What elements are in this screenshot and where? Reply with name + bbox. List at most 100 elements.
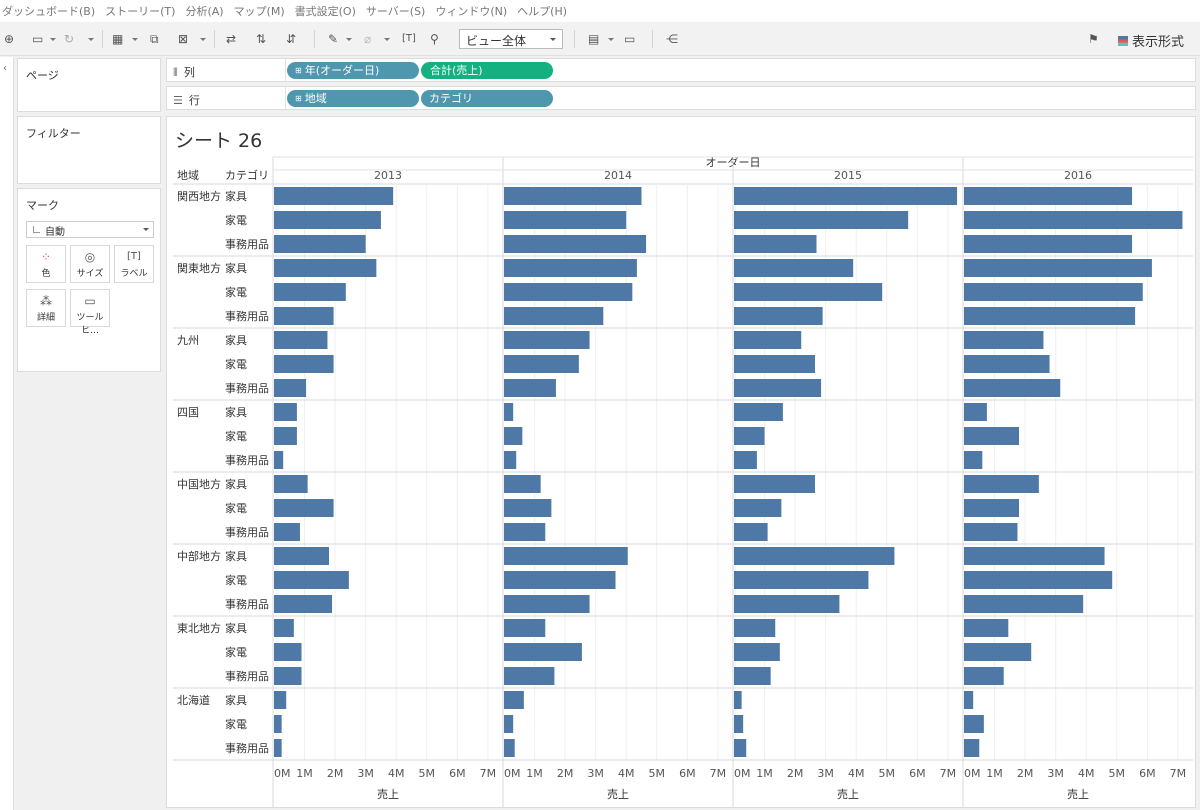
bar-中部地方-事務用品-2014 [504, 595, 590, 613]
new-worksheet-icon[interactable]: ▦ [112, 32, 124, 46]
menu-item[interactable]: ダッシュボード(B) [2, 5, 96, 18]
chevron-down-icon[interactable] [132, 38, 138, 41]
show-me-label: 表示形式 [1131, 35, 1184, 50]
pill-year-order-date[interactable]: ⊞ 年(オーダー日) [287, 62, 419, 79]
swap-axes-icon[interactable]: ⇄ [226, 32, 237, 46]
region-label: 関東地方 [177, 261, 221, 275]
bar-関東地方-家具-2013 [274, 259, 377, 277]
chevron-down-icon[interactable] [608, 38, 614, 41]
axis-label-sales: 売上 [607, 788, 629, 801]
category-label: 事務用品 [225, 237, 269, 251]
presentation-icon[interactable]: ▭ [624, 32, 636, 46]
bar-北海道-家電-2013 [274, 715, 282, 733]
chevron-left-icon[interactable]: ‹ [3, 63, 7, 74]
tick-label: 1M [296, 767, 313, 780]
bar-関東地方-事務用品-2013 [274, 307, 334, 325]
bar-中国地方-家具-2014 [504, 475, 541, 493]
menu-item[interactable]: サーバー(S) [365, 5, 426, 18]
duplicate-sheet-icon[interactable]: ⧉ [150, 32, 159, 46]
tick-label: 5M [879, 767, 896, 780]
pin-icon[interactable]: ⚲ [430, 32, 439, 46]
show-cards-icon[interactable]: ▤ [588, 32, 600, 46]
tick-label: 3M [587, 767, 604, 780]
pages-card[interactable]: ページ [17, 58, 161, 112]
tick-label: 5M [649, 767, 666, 780]
bar-四国-家電-2013 [274, 427, 297, 445]
menu-item[interactable]: ヘルプ(H) [517, 5, 568, 18]
new-data-source-icon[interactable]: ⊕ [4, 32, 15, 46]
refresh-icon[interactable]: ↻ [64, 32, 75, 46]
chevron-down-icon[interactable] [50, 38, 56, 41]
group-icon[interactable]: ⌀ [364, 32, 372, 46]
row-header-category: カテゴリ [225, 168, 269, 182]
text-label-icon[interactable]: [T] [402, 33, 416, 44]
bar-九州-家具-2013 [274, 331, 328, 349]
category-label: 家電 [225, 717, 247, 731]
tick-label: 6M [679, 767, 696, 780]
bar-九州-事務用品-2016 [964, 379, 1061, 397]
category-label: 家具 [225, 693, 247, 707]
bar-関西地方-家具-2013 [274, 187, 394, 205]
menu-item[interactable]: ストーリー(T) [105, 5, 176, 18]
menu-item[interactable]: 分析(A) [185, 5, 224, 18]
highlight-icon[interactable]: ✎ [328, 32, 339, 46]
menu-item[interactable]: ウィンドウ(N) [435, 5, 508, 18]
bar-関東地方-家具-2014 [504, 259, 637, 277]
view-fit-select[interactable]: ビュー全体 [459, 29, 563, 49]
sort-ascending-icon[interactable]: ⇅ [256, 32, 267, 46]
menu-item[interactable]: マップ(M) [233, 5, 285, 18]
show-me-button[interactable]: 表示形式 [1117, 31, 1184, 50]
pill-category[interactable]: カテゴリ [421, 90, 553, 107]
axis-label-sales: 売上 [837, 788, 859, 801]
plus-icon: ⊞ [295, 66, 302, 75]
chevron-down-icon[interactable] [346, 38, 352, 41]
columns-shelf[interactable]: ⦀ 列 ⊞ 年(オーダー日) 合計(売上) [166, 58, 1196, 82]
tick-label: 3M [357, 767, 374, 780]
tick-label: 4M [388, 767, 405, 780]
bar-中部地方-家電-2013 [274, 571, 349, 589]
bar-中部地方-家電-2014 [504, 571, 616, 589]
mark-type-select[interactable]: 自動 [26, 221, 154, 238]
detail-button[interactable]: ⁂ 詳細 [26, 289, 66, 327]
category-label: 家電 [225, 573, 247, 587]
filters-card[interactable]: フィルター [17, 116, 161, 184]
bar-東北地方-事務用品-2013 [274, 667, 302, 685]
category-label: 家具 [225, 621, 247, 635]
tooltip-button[interactable]: ▭ ツールヒ… [70, 289, 110, 336]
toolbar: ⊕ ▭ ↻ ▦ ⧉ ⊠ ⇄ ⇅ ⇵ ✎ ⌀ [T] ⚲ ビュー全体 ▤ ▭ ⋲ … [0, 22, 1200, 56]
chevron-down-icon[interactable] [88, 38, 94, 41]
chevron-down-icon[interactable] [384, 38, 390, 41]
data-pane-collapsed[interactable]: ‹ [0, 57, 14, 810]
tick-label: 7M [940, 767, 957, 780]
bar-中部地方-事務用品-2016 [964, 595, 1084, 613]
category-label: 家電 [225, 357, 247, 371]
category-label: 家電 [225, 213, 247, 227]
bar-四国-事務用品-2014 [504, 451, 517, 469]
pill-sum-sales[interactable]: 合計(売上) [421, 62, 553, 79]
bar-北海道-家具-2015 [734, 691, 742, 709]
format-painter-icon[interactable]: ⚑ [1088, 32, 1099, 46]
paste-icon[interactable]: ▭ [32, 32, 44, 46]
menu-item[interactable]: 書式設定(O) [294, 5, 356, 18]
year-header-2016: 2016 [1064, 169, 1092, 182]
color-button[interactable]: ⁘ 色 [26, 245, 66, 283]
pill-region[interactable]: ⊞ 地域 [287, 90, 419, 107]
category-label: 事務用品 [225, 741, 269, 755]
clear-sheet-icon[interactable]: ⊠ [178, 32, 189, 46]
category-label: 家電 [225, 645, 247, 659]
bar-関東地方-事務用品-2015 [734, 307, 823, 325]
size-button[interactable]: ◎ サイズ [70, 245, 110, 283]
bar-中部地方-事務用品-2013 [274, 595, 333, 613]
filters-title: フィルター [26, 127, 81, 140]
bar-中部地方-家電-2015 [734, 571, 869, 589]
sort-descending-icon[interactable]: ⇵ [286, 32, 297, 46]
rows-shelf[interactable]: ☰ 行 ⊞ 地域 カテゴリ [166, 86, 1196, 110]
worksheet-view: シート 26 地域 カテゴリ オーダー日 2013 2014 2015 2016 関西地方 家具… [166, 116, 1196, 808]
marks-card: マーク 自動 ⁘ 色 ◎ サイズ [T] ラベル ⁂ 詳細 ▭ ツールヒ… [17, 188, 161, 372]
label-button[interactable]: [T] ラベル [114, 245, 154, 283]
bar-関西地方-事務用品-2013 [274, 235, 366, 253]
tick-label: 2M [787, 767, 804, 780]
share-icon[interactable]: ⋲ [666, 32, 678, 46]
chevron-down-icon[interactable] [200, 38, 206, 41]
